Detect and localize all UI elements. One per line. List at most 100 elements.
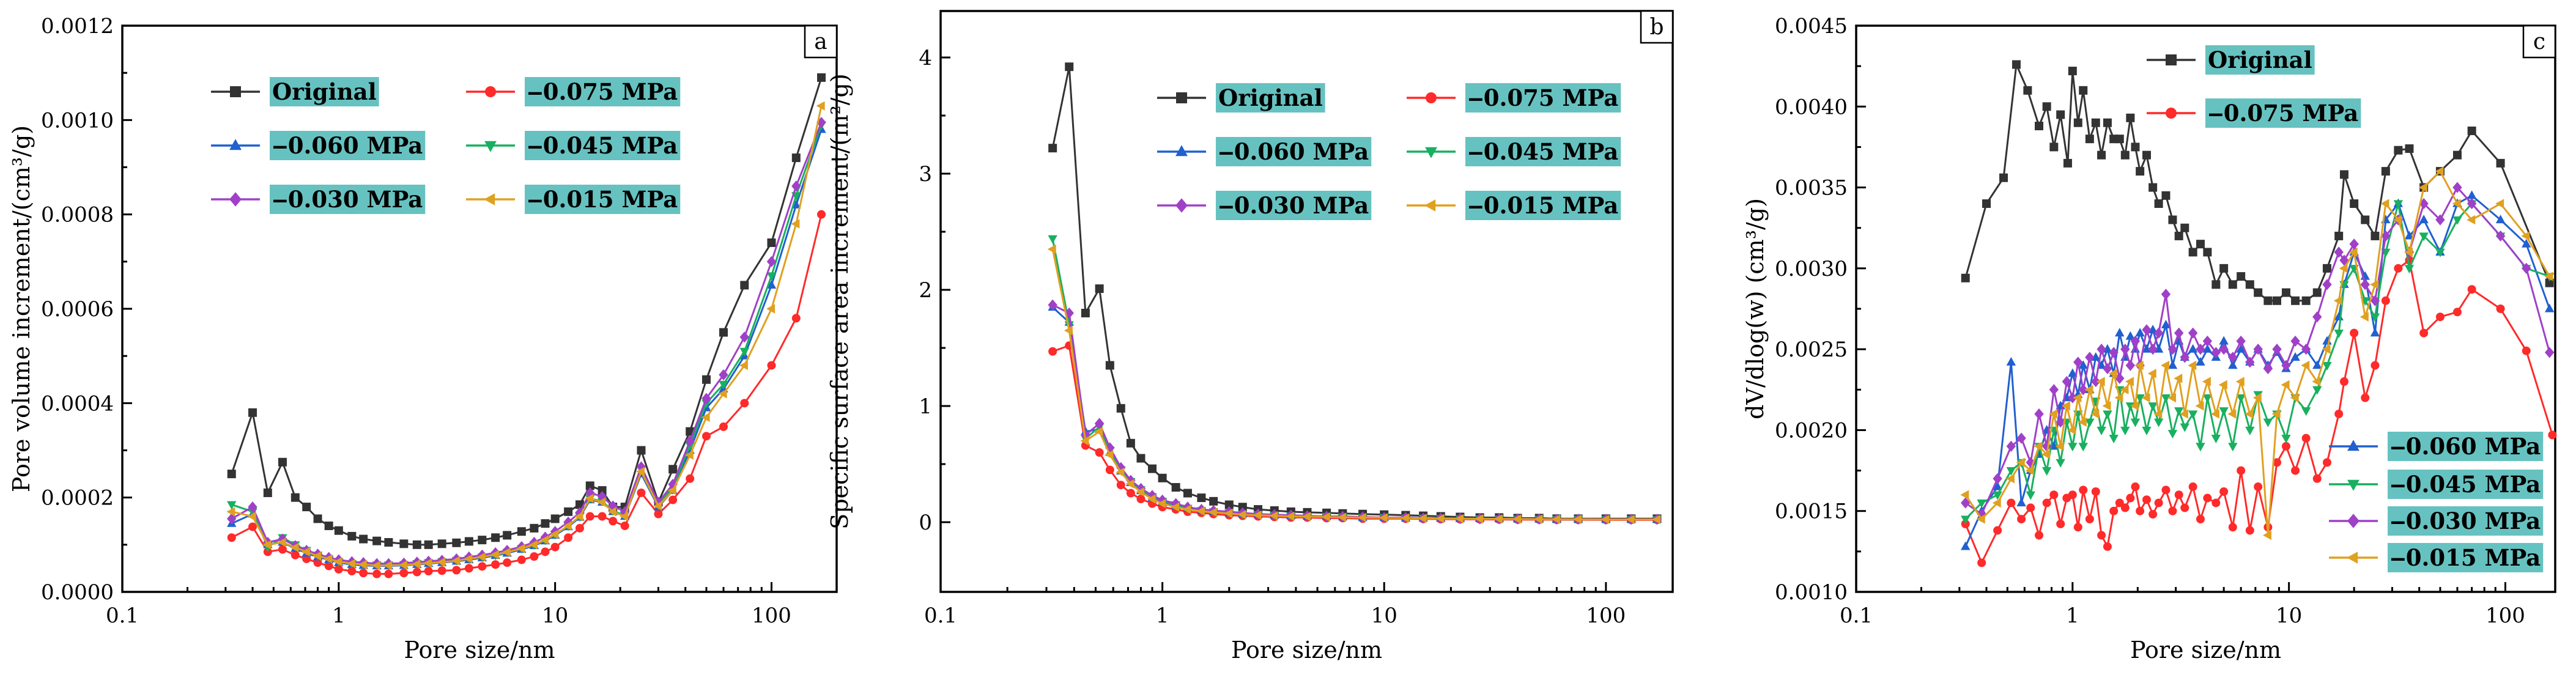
data-point: [2174, 327, 2184, 339]
data-point: [1435, 514, 1445, 523]
data-point: [1400, 513, 1409, 523]
data-point: [2167, 360, 2178, 369]
data-point: [2149, 510, 2158, 519]
data-point: [2281, 380, 2290, 390]
data-point: [2142, 495, 2151, 504]
data-point: [2103, 118, 2112, 127]
legend-marker: [1424, 199, 1436, 212]
legend-label-highlight: [1465, 191, 1621, 220]
legend-item: ‒0.015 MPa: [466, 185, 681, 214]
data-point: [324, 554, 333, 564]
data-point: [2167, 344, 2178, 355]
data-point: [2161, 191, 2171, 200]
data-point: [1379, 513, 1388, 523]
data-point: [2219, 487, 2229, 496]
data-point: [2245, 526, 2254, 535]
y-axis-title: dV/dlog(w) (cm³/g): [1742, 198, 1769, 419]
data-point: [248, 501, 257, 513]
data-point: [2126, 493, 2135, 503]
data-point: [1286, 511, 1295, 522]
data-point: [2161, 394, 2171, 403]
series-line: [231, 105, 823, 567]
data-point: [2301, 344, 2311, 355]
data-point: [2381, 230, 2391, 242]
legend-label: ‒0.015 MPa: [527, 186, 678, 213]
data-point: [686, 474, 695, 483]
data-point: [301, 547, 310, 557]
data-point: [2079, 485, 2088, 495]
data-point: [620, 511, 629, 522]
data-point: [2262, 530, 2271, 541]
data-point: [1105, 361, 1114, 370]
data-point: [372, 536, 382, 545]
legend-label: ‒0.045 MPa: [527, 132, 678, 159]
data-point: [701, 399, 711, 408]
data-point: [2161, 485, 2171, 495]
x-tick-label: 100: [1586, 604, 1626, 628]
data-point: [437, 566, 446, 575]
data-point: [2252, 393, 2262, 403]
data-point: [2196, 514, 2205, 523]
data-point: [2290, 393, 2299, 403]
data-point: [2381, 296, 2390, 305]
data-point: [540, 531, 550, 543]
data-point: [2435, 214, 2445, 226]
data-point: [2405, 144, 2414, 153]
data-point: [2025, 465, 2034, 476]
data-point: [2067, 425, 2076, 435]
data-point: [2154, 199, 2163, 209]
data-point: [2467, 215, 2476, 225]
legend-marker: [1426, 92, 1437, 103]
data-point: [607, 507, 616, 517]
data-point: [2467, 126, 2476, 135]
data-point: [1302, 512, 1311, 522]
data-point: [2188, 327, 2198, 339]
data-point: [2006, 467, 2016, 476]
data-point: [2196, 443, 2205, 452]
data-point: [2005, 474, 2015, 484]
data-point: [1158, 473, 1167, 482]
data-point: [2135, 394, 2145, 403]
panel-tag-box: [1640, 10, 1674, 44]
data-point: [1094, 418, 1105, 429]
data-point: [2254, 288, 2263, 297]
data-point: [2271, 409, 2281, 419]
data-point: [739, 331, 749, 343]
data-point: [248, 522, 257, 531]
data-point: [1976, 514, 1985, 524]
data-point: [1652, 514, 1661, 525]
data-point: [1136, 487, 1145, 497]
data-point: [2091, 352, 2101, 361]
data-point: [2188, 248, 2197, 257]
data-point: [2161, 289, 2171, 300]
data-point: [2219, 407, 2229, 416]
panel-tag: b: [1649, 15, 1664, 40]
x-axis-title: Pore size/nm: [2130, 637, 2281, 663]
legend-label: ‒0.075 MPa: [1468, 84, 1618, 111]
data-point: [2322, 279, 2332, 290]
data-point: [2180, 503, 2189, 512]
data-point: [739, 360, 748, 371]
data-point: [2349, 238, 2359, 250]
legend-label-highlight: [270, 185, 426, 214]
x-tick-label: 10: [1371, 604, 1397, 628]
data-point: [1269, 511, 1278, 521]
legend-label-highlight: [2205, 98, 2361, 128]
data-point: [2073, 118, 2082, 127]
data-point: [2544, 303, 2555, 312]
data-point: [2419, 215, 2429, 224]
data-point: [563, 521, 572, 531]
data-point: [2180, 423, 2189, 432]
plot-frame: [939, 10, 1674, 593]
data-point: [313, 558, 322, 567]
data-point: [791, 180, 801, 192]
y-tick-label: 0.0008: [41, 203, 114, 227]
data-point: [2012, 60, 2021, 69]
legend-label: ‒0.015 MPa: [2390, 544, 2541, 571]
data-point: [1094, 427, 1103, 437]
data-point: [2073, 356, 2083, 368]
data-point: [2228, 280, 2237, 289]
data-point: [1224, 509, 1233, 519]
legend-label: Original: [272, 78, 377, 105]
data-point: [2115, 328, 2125, 337]
